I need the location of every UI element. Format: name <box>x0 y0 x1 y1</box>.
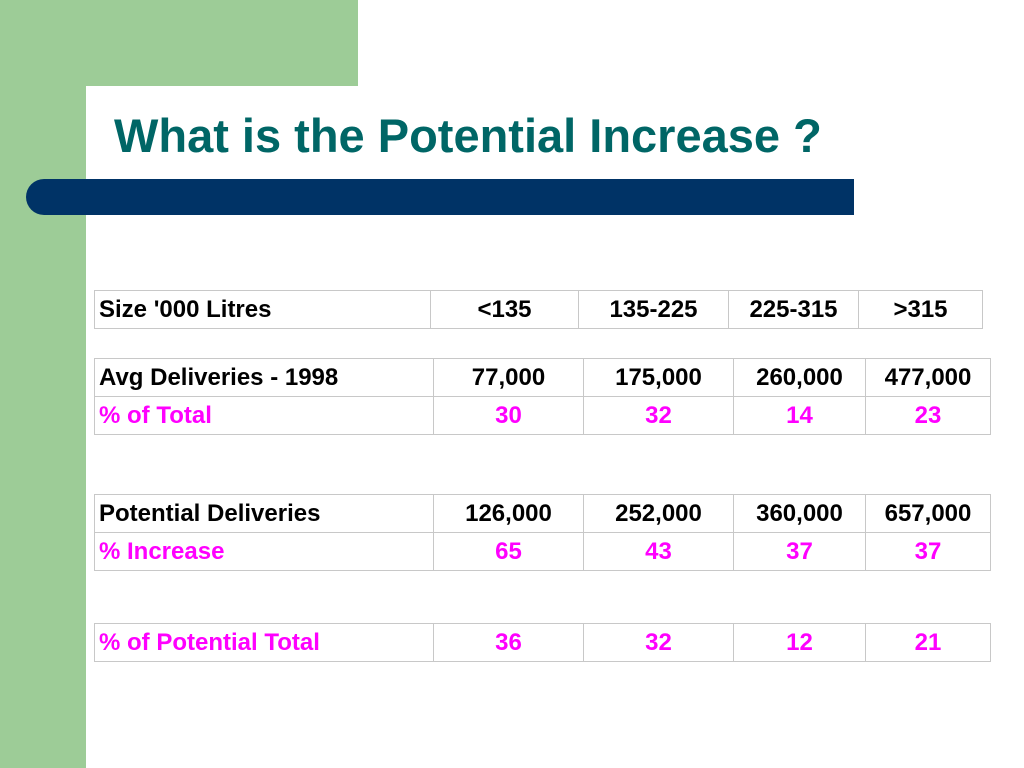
size-band-cell: 135-225 <box>578 290 729 329</box>
table-row: Avg Deliveries - 1998 77,000 175,000 260… <box>94 358 991 397</box>
size-band-cell: <135 <box>430 290 579 329</box>
avg-deliveries-table: Avg Deliveries - 1998 77,000 175,000 260… <box>94 358 991 435</box>
potential-share-table: % of Potential Total 36 32 12 21 <box>94 623 991 662</box>
percent-cell: 30 <box>433 396 584 435</box>
potential-deliveries-table: Potential Deliveries 126,000 252,000 360… <box>94 494 991 571</box>
table-row: % of Total 30 32 14 23 <box>94 396 991 435</box>
title-underline-bar <box>26 179 854 215</box>
percent-cell: 12 <box>733 623 866 662</box>
size-table: Size '000 Litres <135 135-225 225-315 >3… <box>94 290 983 329</box>
percent-cell: 23 <box>865 396 991 435</box>
value-cell: 252,000 <box>583 494 734 533</box>
slide-title: What is the Potential Increase ? <box>114 109 822 162</box>
table-row: % of Potential Total 36 32 12 21 <box>94 623 991 662</box>
percent-cell: 43 <box>583 532 734 571</box>
value-cell: 657,000 <box>865 494 991 533</box>
percent-cell: 21 <box>865 623 991 662</box>
value-cell: 477,000 <box>865 358 991 397</box>
value-cell: 77,000 <box>433 358 584 397</box>
percent-cell: 36 <box>433 623 584 662</box>
table-row: % Increase 65 43 37 37 <box>94 532 991 571</box>
value-cell: 126,000 <box>433 494 584 533</box>
table-row: Size '000 Litres <135 135-225 225-315 >3… <box>94 290 983 329</box>
percent-cell: 65 <box>433 532 584 571</box>
percent-cell: 37 <box>865 532 991 571</box>
value-cell: 175,000 <box>583 358 734 397</box>
table-row: Potential Deliveries 126,000 252,000 360… <box>94 494 991 533</box>
side-band <box>0 0 86 768</box>
row-label: Potential Deliveries <box>94 494 434 533</box>
percent-cell: 37 <box>733 532 866 571</box>
row-label: % of Total <box>94 396 434 435</box>
size-band-cell: >315 <box>858 290 983 329</box>
top-band <box>0 0 358 86</box>
value-cell: 260,000 <box>733 358 866 397</box>
value-cell: 360,000 <box>733 494 866 533</box>
percent-cell: 32 <box>583 396 734 435</box>
percent-cell: 32 <box>583 623 734 662</box>
percent-cell: 14 <box>733 396 866 435</box>
size-label: Size '000 Litres <box>94 290 431 329</box>
row-label: Avg Deliveries - 1998 <box>94 358 434 397</box>
size-band-cell: 225-315 <box>728 290 859 329</box>
row-label: % Increase <box>94 532 434 571</box>
row-label: % of Potential Total <box>94 623 434 662</box>
